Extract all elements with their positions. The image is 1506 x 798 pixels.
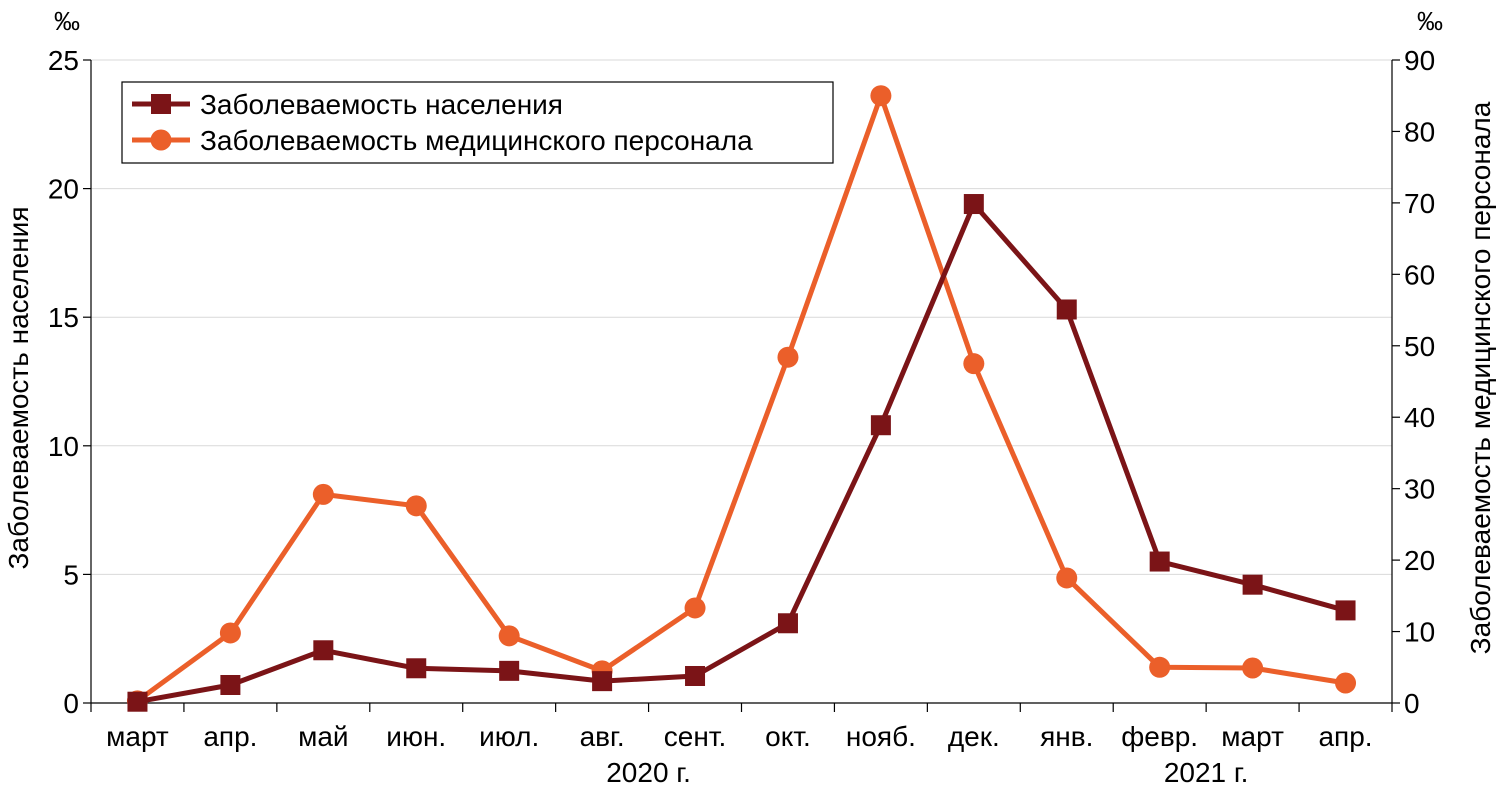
right-axis-tick-label: 60	[1404, 259, 1435, 290]
x-axis-tick-label: май	[298, 721, 348, 752]
left-axis-tick-label: 0	[63, 688, 79, 719]
data-point	[685, 665, 706, 686]
left-axis-tick-label: 10	[48, 431, 79, 462]
left-axis-unit: ‰	[54, 6, 80, 36]
data-point	[312, 483, 334, 505]
x-axis-tick-label: окт.	[765, 721, 811, 752]
data-point	[1242, 657, 1264, 679]
legend-label: Заболеваемость населения	[200, 89, 563, 120]
left-axis-tick-label: 25	[48, 45, 79, 76]
right-axis-tick-label: 20	[1404, 545, 1435, 576]
right-axis-ticks	[1392, 59, 1400, 704]
left-axis-title: Заболеваемость населения	[3, 207, 34, 570]
data-point	[777, 613, 798, 634]
data-point	[1056, 299, 1077, 320]
right-axis-tick-label: 90	[1404, 45, 1435, 76]
x-axis-tick-label: нояб.	[846, 721, 916, 752]
x-axis-tick-label: апр.	[1318, 721, 1372, 752]
x-axis-tick-label: апр.	[203, 721, 257, 752]
x-axis-tick-label: июл.	[479, 721, 539, 752]
right-axis-tick-label: 40	[1404, 402, 1435, 433]
x-axis-tick-label: март	[1221, 721, 1284, 752]
data-point	[870, 85, 892, 107]
legend-marker	[151, 94, 171, 114]
right-axis-tick-label: 30	[1404, 474, 1435, 505]
legend-marker	[150, 129, 172, 151]
left-axis-ticks	[83, 59, 91, 704]
data-point	[499, 660, 520, 681]
x-axis-tick-label: янв.	[1040, 721, 1093, 752]
data-point	[1335, 600, 1356, 621]
series-medical-staff	[126, 85, 1357, 712]
series-group	[126, 85, 1357, 712]
right-axis-tick-label: 80	[1404, 116, 1435, 147]
year-label: 2021 г.	[1164, 757, 1249, 788]
data-point	[498, 625, 520, 647]
right-axis-tick-label: 0	[1404, 688, 1420, 719]
left-axis-tick-label: 15	[48, 302, 79, 333]
x-axis-tick-label: авг.	[580, 721, 625, 752]
data-point	[1149, 656, 1171, 678]
data-point	[219, 622, 241, 644]
data-point	[592, 671, 613, 692]
data-point	[405, 495, 427, 517]
data-point	[1335, 672, 1357, 694]
x-axis-tick-label: сент.	[664, 721, 727, 752]
x-axis-ticks	[90, 703, 1393, 712]
data-point	[684, 597, 706, 619]
data-point	[1242, 574, 1263, 595]
x-axis-tick-label: дек.	[948, 721, 1000, 752]
right-axis-tick-labels: 0 10 20 30 40 50 60 70 80 90	[1404, 45, 1435, 719]
x-axis-tick-label: март	[106, 721, 169, 752]
year-labels: 2020 г. 2021 г.	[606, 757, 1248, 788]
x-axis-tick-labels: март апр. май июн. июл. авг. сент. окт. нояб. дек…	[106, 721, 1372, 752]
data-point	[127, 691, 148, 712]
data-point	[963, 194, 984, 215]
left-axis-tick-labels: 0 5 10 15 20 25	[48, 45, 79, 719]
right-axis-title: Заболеваемость медицинского персонала	[1465, 101, 1496, 654]
left-axis-tick-label: 20	[48, 174, 79, 205]
gridlines	[91, 59, 1392, 575]
data-point	[406, 658, 427, 679]
data-point	[870, 415, 891, 436]
data-point	[313, 640, 334, 661]
data-point	[1056, 567, 1078, 589]
legend-box	[121, 81, 834, 164]
right-axis-tick-label: 50	[1404, 331, 1435, 362]
data-point	[777, 346, 799, 368]
series-population	[127, 194, 1356, 712]
right-axis-tick-label: 10	[1404, 617, 1435, 648]
series-line	[135, 93, 1346, 703]
series-line	[137, 201, 1347, 705]
data-point	[220, 674, 241, 695]
left-axis-tick-label: 5	[63, 559, 79, 590]
data-point	[1149, 551, 1170, 572]
x-axis-tick-label: февр.	[1121, 721, 1198, 752]
data-point	[963, 353, 985, 375]
x-axis-tick-label: июн.	[386, 721, 446, 752]
legend: Заболеваемость населения Заболеваемость м…	[121, 81, 834, 164]
legend-label: Заболеваемость медицинского персонала	[200, 125, 753, 156]
year-label: 2020 г.	[606, 757, 691, 788]
right-axis-unit: ‰	[1417, 6, 1443, 36]
right-axis-tick-label: 70	[1404, 188, 1435, 219]
